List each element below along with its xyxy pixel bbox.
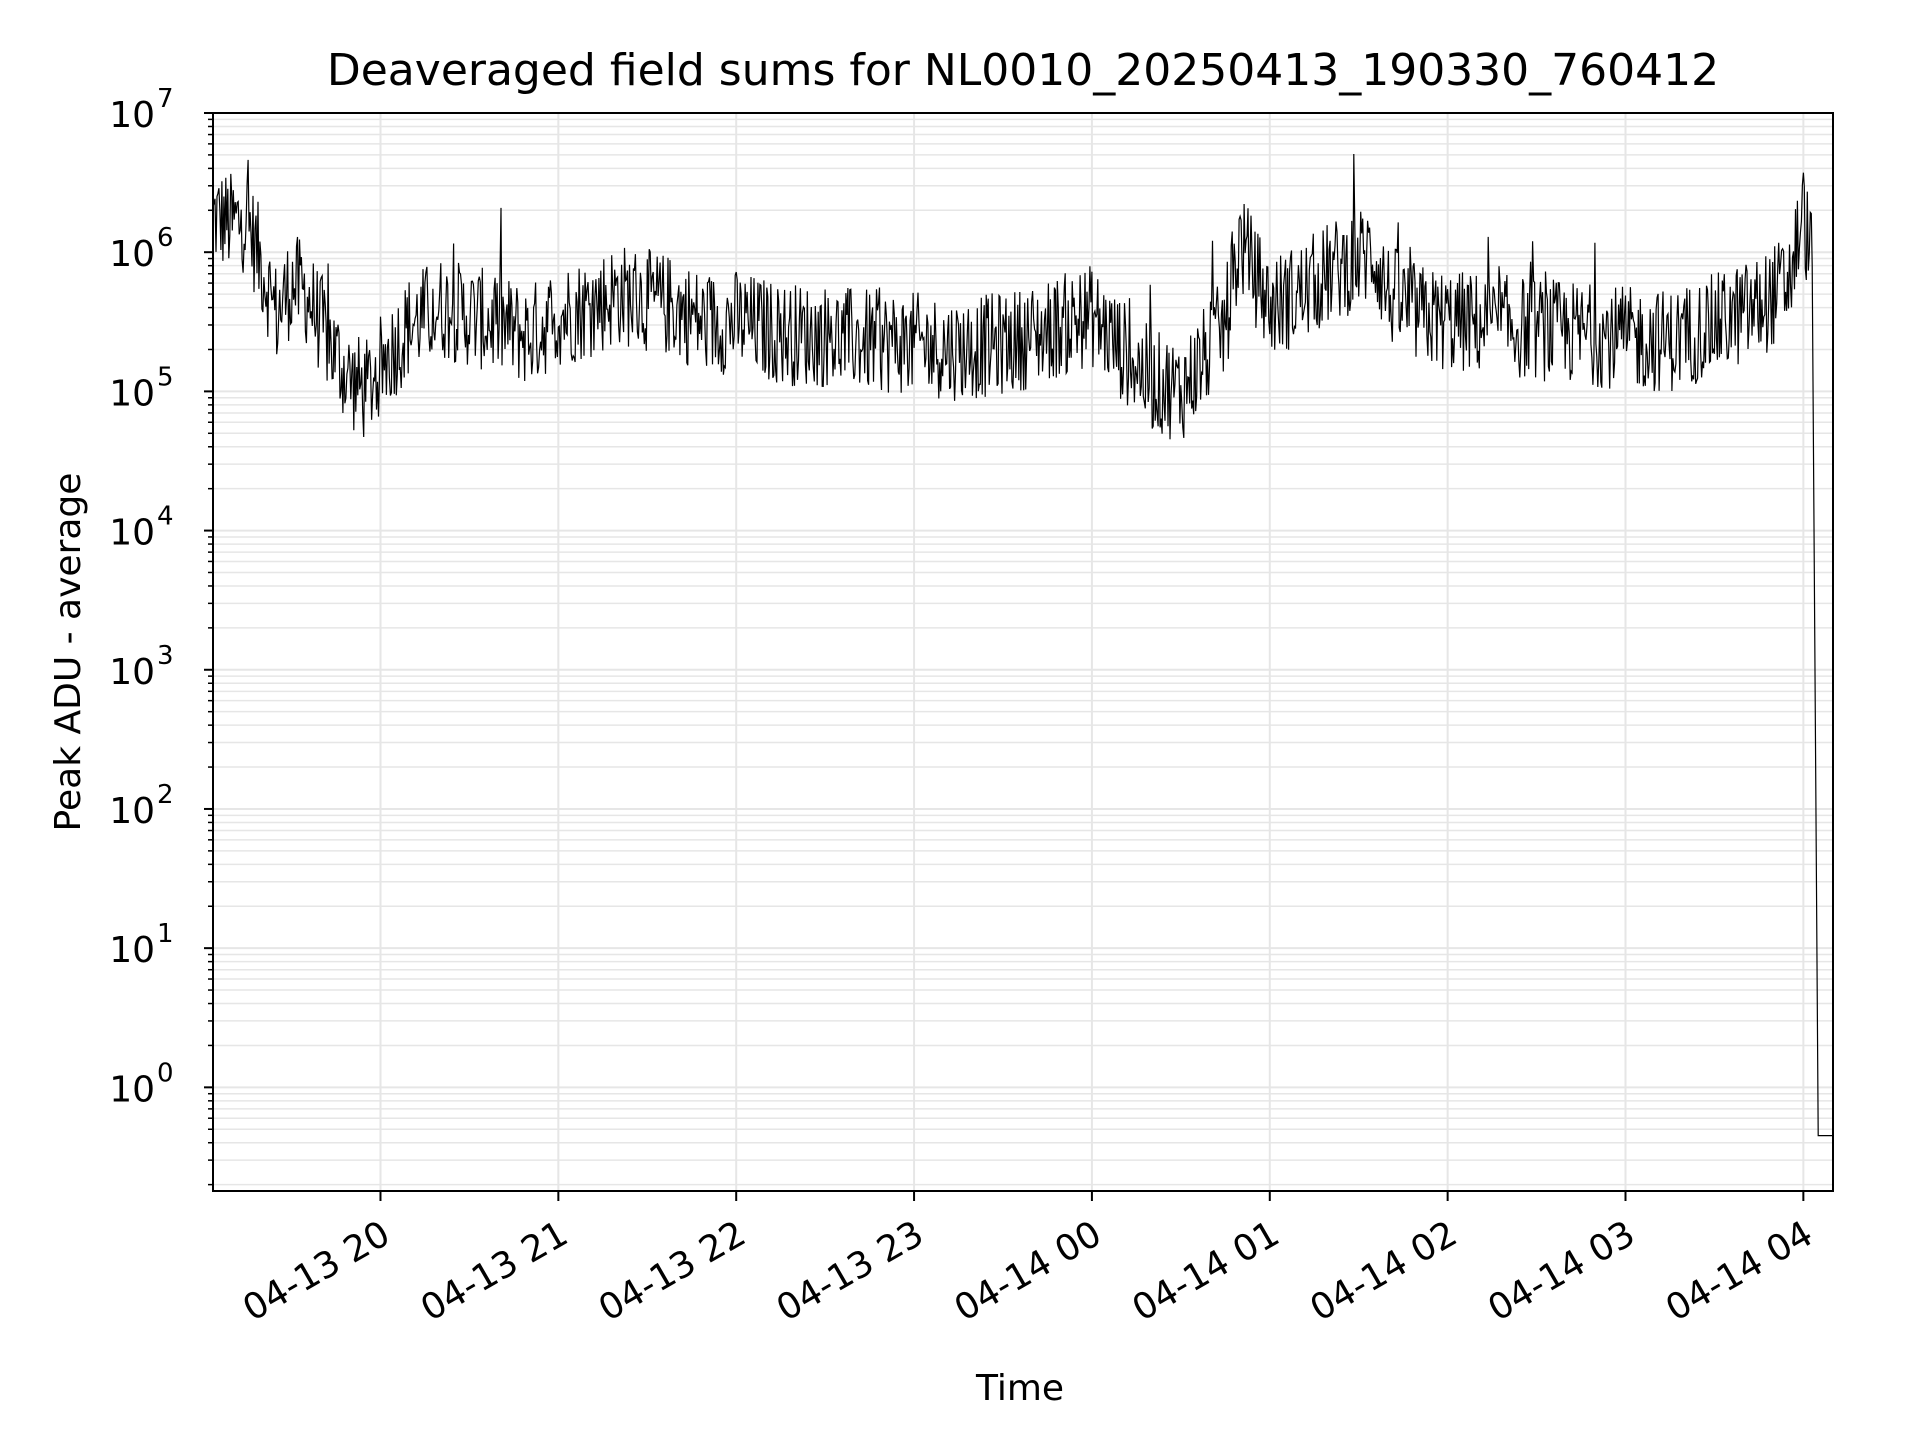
grid [213,112,1833,1191]
y-tick-exponent: 4 [157,502,174,532]
y-tick-exponent: 5 [157,362,174,392]
y-axis-label: Peak ADU - average [48,473,89,832]
y-tick-label: 10 [109,652,155,693]
y-tick-label: 10 [109,1069,155,1110]
y-tick-exponent: 7 [157,84,174,114]
y-tick-exponent: 1 [157,919,174,949]
y-tick-label: 10 [109,373,155,414]
y-tick-label: 10 [109,513,155,554]
y-tick-exponent: 6 [157,223,174,253]
y-tick-exponent: 2 [157,780,174,810]
y-tick-exponent: 0 [157,1058,174,1088]
y-tick-label: 10 [109,95,155,136]
x-axis-label: Time [975,1368,1064,1409]
chart-title: Deaveraged field sums for NL0010_2025041… [327,45,1719,96]
y-tick-label: 10 [109,234,155,275]
y-tick-exponent: 3 [157,641,174,671]
plot-frame [212,112,1834,1192]
series-line [212,153,1833,1137]
series-layer [212,153,1833,1137]
y-tick-label: 10 [109,930,155,971]
y-tick-label: 10 [109,791,155,832]
